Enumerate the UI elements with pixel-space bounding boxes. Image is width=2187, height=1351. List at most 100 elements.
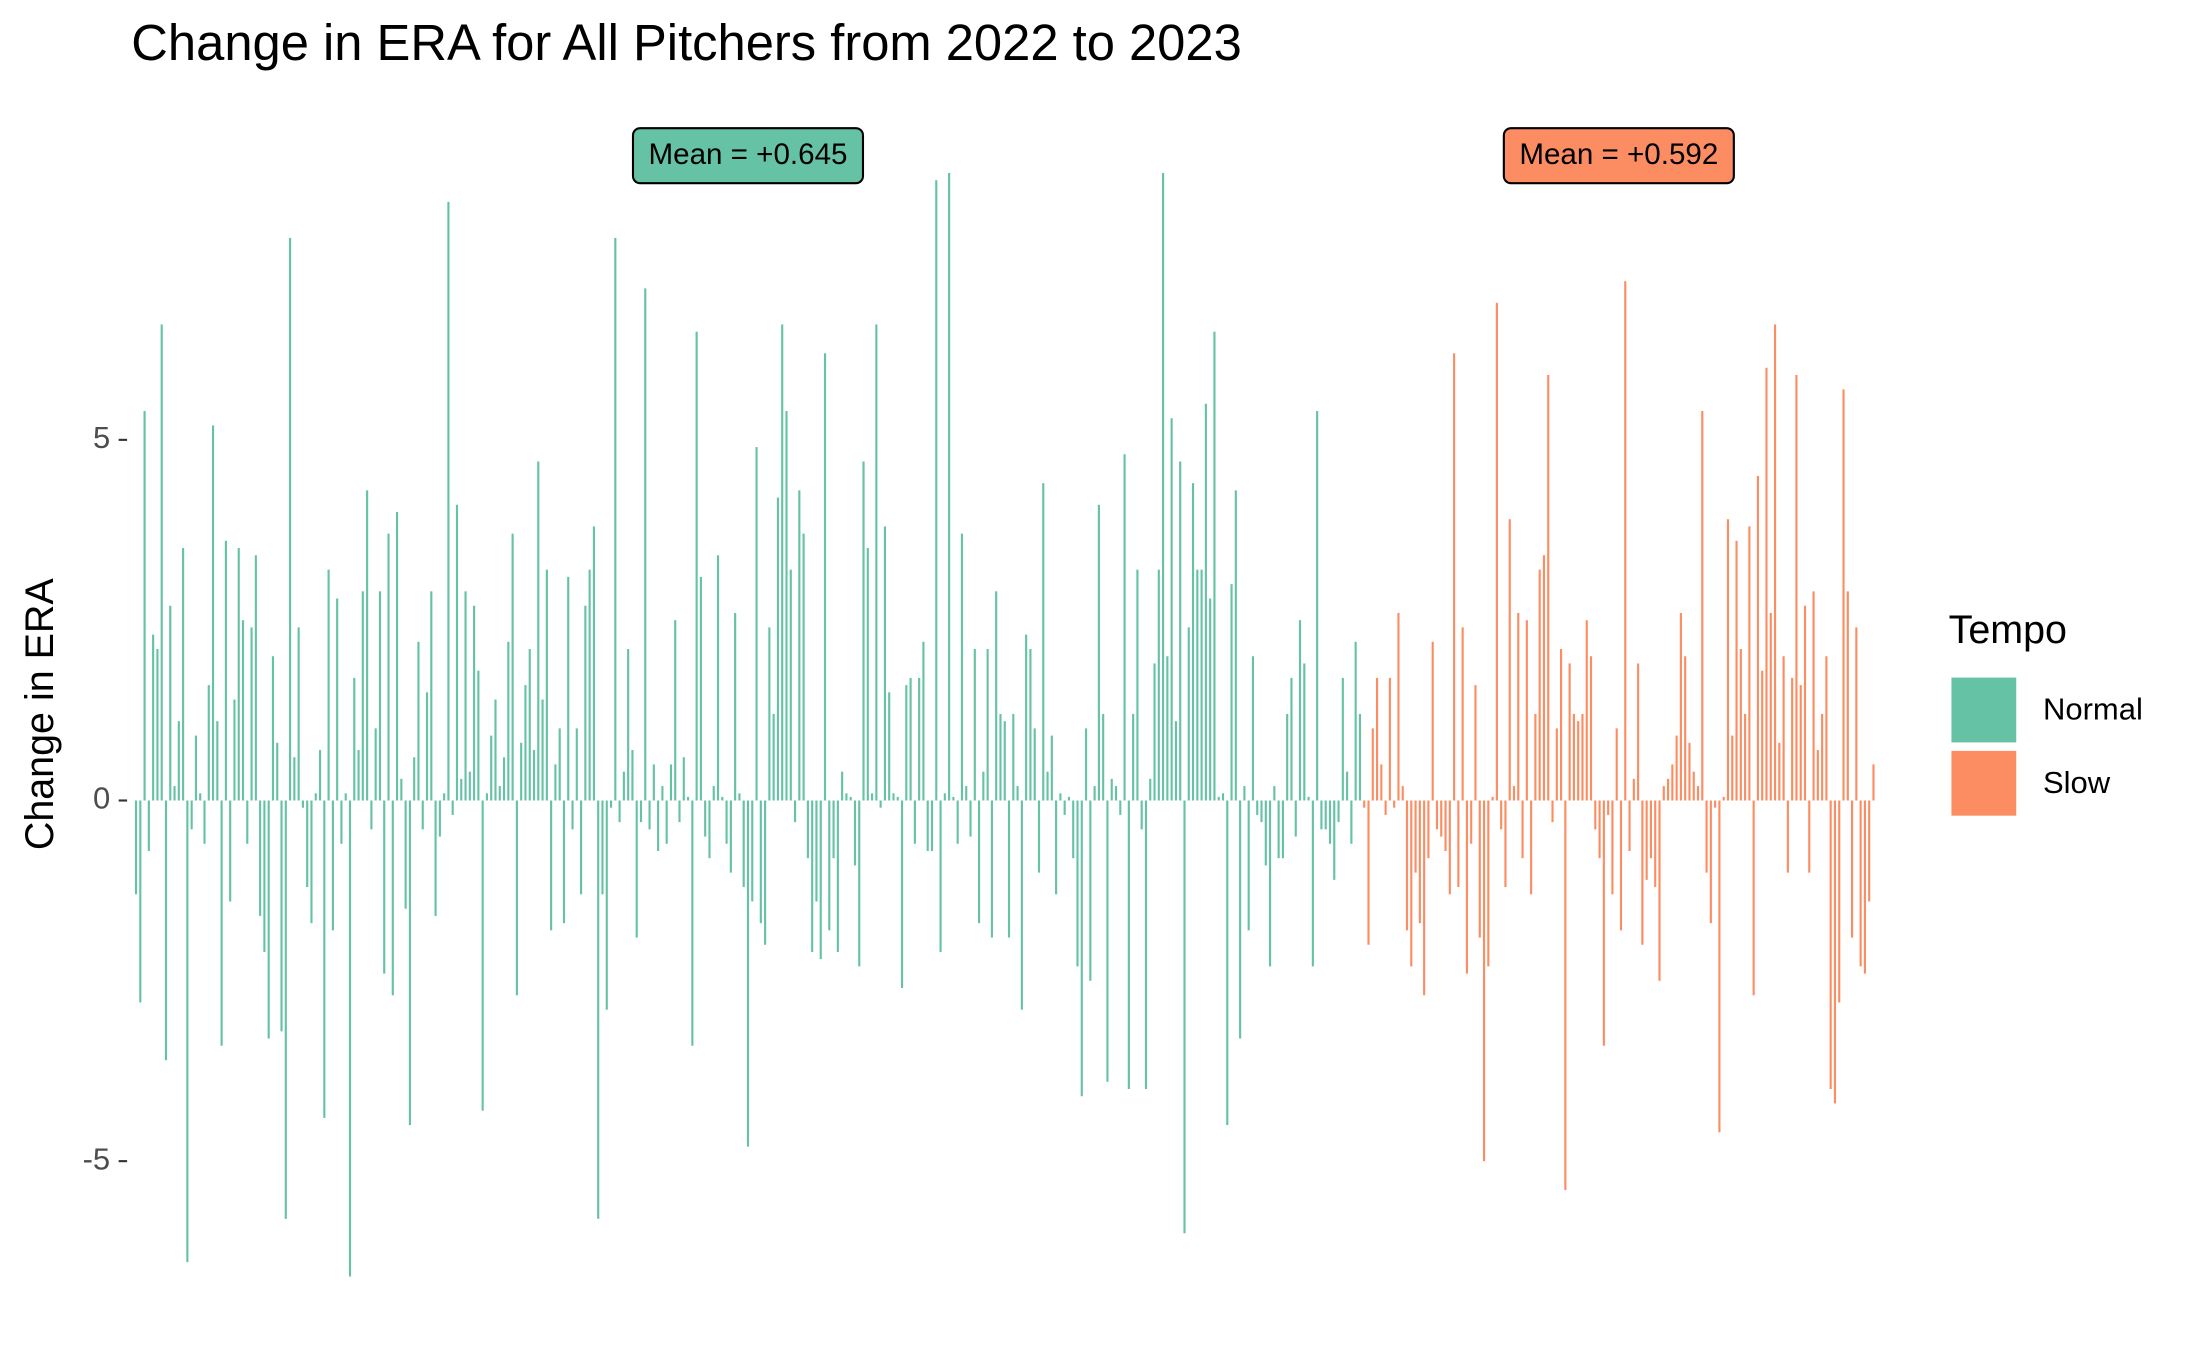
bar — [922, 641, 925, 801]
bar — [785, 411, 788, 801]
bar — [1187, 627, 1190, 801]
bar — [665, 800, 668, 844]
bar — [1833, 800, 1837, 1104]
bar — [1256, 800, 1259, 815]
bar — [1821, 713, 1824, 801]
bar — [1594, 800, 1597, 830]
bar — [1174, 721, 1177, 801]
bar — [742, 800, 745, 888]
bar — [836, 800, 839, 952]
bar — [948, 172, 951, 801]
bar — [1384, 800, 1387, 815]
bar — [1478, 800, 1481, 938]
bar — [164, 800, 168, 1061]
bar — [1692, 771, 1695, 801]
bar — [1675, 735, 1678, 801]
chart-title: Change in ERA for All Pitchers from 2022… — [131, 14, 1241, 71]
bar — [738, 793, 741, 801]
bar — [1277, 800, 1280, 859]
bar — [1825, 656, 1828, 801]
bar — [669, 764, 673, 801]
bar — [1538, 569, 1541, 801]
bar — [841, 771, 844, 801]
bar — [592, 526, 595, 801]
bar — [434, 800, 437, 916]
y-tick-label: 5 — [93, 420, 110, 455]
bar — [1440, 800, 1443, 837]
bar — [789, 569, 792, 801]
bar — [1007, 800, 1011, 938]
bar — [1470, 800, 1473, 844]
bar — [1179, 461, 1182, 801]
bar — [1388, 677, 1391, 801]
bar — [1166, 656, 1169, 801]
bar — [1684, 656, 1687, 801]
bar — [1153, 663, 1156, 801]
bar — [1341, 677, 1344, 801]
legend-title: Tempo — [1949, 608, 2067, 652]
bar — [584, 605, 587, 801]
bar — [1508, 519, 1511, 801]
bar — [1106, 800, 1109, 1082]
bar — [246, 800, 249, 844]
bar — [1055, 800, 1058, 895]
bar — [1474, 685, 1477, 801]
bar — [935, 180, 938, 801]
bar — [1782, 656, 1785, 801]
bar — [978, 800, 981, 924]
bar — [567, 576, 570, 801]
bar — [1089, 800, 1092, 981]
bar — [1127, 800, 1130, 1090]
bar — [1397, 612, 1400, 801]
bar — [1722, 796, 1725, 801]
bar — [451, 800, 454, 815]
bar — [1773, 324, 1777, 801]
bar — [408, 800, 411, 1126]
bar — [1769, 612, 1772, 801]
bar — [746, 800, 750, 1147]
bar — [644, 288, 647, 801]
bar — [1688, 742, 1691, 801]
bar — [1423, 800, 1426, 996]
bar — [1872, 764, 1875, 801]
bar — [943, 793, 946, 801]
bar — [1020, 800, 1023, 1010]
bar — [558, 728, 561, 801]
bar — [1209, 598, 1212, 801]
bar — [768, 627, 771, 801]
bar — [1778, 742, 1781, 801]
bar — [614, 237, 617, 801]
bar — [973, 649, 976, 801]
bar — [1324, 800, 1327, 830]
y-tick-label: -5 — [83, 1141, 111, 1176]
bar — [545, 569, 548, 801]
bar — [502, 757, 506, 801]
bar — [1264, 800, 1267, 866]
bar — [383, 800, 386, 974]
bar — [1273, 786, 1276, 801]
bar — [306, 800, 309, 888]
bar — [631, 750, 634, 801]
bar — [1354, 641, 1357, 801]
bar — [588, 569, 591, 801]
bar — [781, 324, 784, 801]
bar — [1401, 786, 1404, 801]
bar — [1123, 454, 1126, 801]
bar — [965, 786, 968, 801]
bar — [331, 800, 334, 931]
bar — [1226, 800, 1229, 1126]
bar — [323, 800, 326, 1118]
bar — [900, 800, 904, 989]
bar — [960, 533, 964, 801]
bar — [918, 677, 921, 801]
bar — [1679, 612, 1682, 801]
bar — [828, 800, 831, 931]
bar — [1534, 713, 1537, 801]
bar — [678, 800, 681, 823]
bar — [1855, 627, 1858, 801]
bar — [1577, 721, 1580, 801]
bar — [464, 591, 467, 801]
bar — [704, 800, 707, 837]
bar — [1765, 367, 1768, 801]
bar — [1696, 786, 1700, 801]
